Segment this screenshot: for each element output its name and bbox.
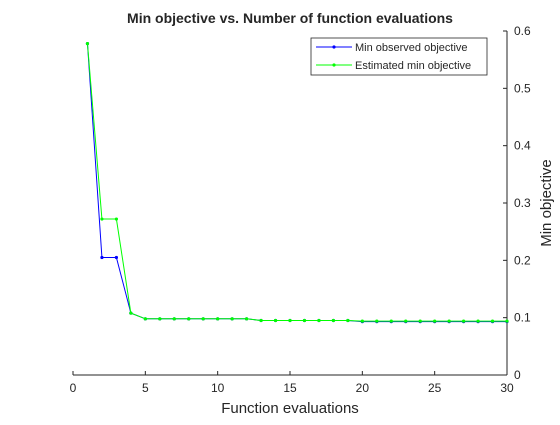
data-point-estimated-min [85,42,90,46]
data-point-estimated-min [187,317,191,321]
data-point-estimated-min [245,317,249,321]
legend-entry-estimated-min: Estimated min objective [316,60,471,72]
legend-label-min-observed: Min observed objective [355,42,468,54]
data-point-estimated-min [273,318,278,323]
x-tick-label: 5 [142,381,149,395]
data-point-estimated-min [230,317,234,321]
data-point-estimated-min [433,319,437,323]
data-point-estimated-min [476,319,480,323]
data-point-min-observed [114,255,118,260]
series-layer [85,42,509,324]
x-tick-label: 25 [428,381,442,395]
data-point-estimated-min [418,319,422,323]
x-tick-label: 20 [356,381,370,395]
legend-entry-min-observed: Min observed objective [316,42,468,54]
y-tick-label: 0.5 [514,81,531,95]
y-tick-label: 0.3 [514,196,531,210]
y-tick-label: 0.6 [514,24,531,38]
legend-box [310,37,488,76]
plot-area [73,31,508,376]
chart-title: Min objective vs. Number of function eva… [127,10,453,26]
data-point-estimated-min [201,317,205,321]
data-point-estimated-min [447,319,451,323]
x-ticks: 0 5 10 15 20 25 30 [70,371,514,395]
data-point-estimated-min [389,319,393,323]
y-ticks: 0 0.1 0.2 0.3 0.4 0.5 0.6 [503,24,531,382]
legend: Min observed objective Estimated min obj… [310,37,488,76]
data-point-estimated-min [114,217,118,221]
data-point-estimated-min [360,319,364,323]
data-point-estimated-min [143,317,147,321]
y-tick-label: 0.4 [514,139,531,153]
data-point-estimated-min [288,318,292,323]
data-point-estimated-min [462,319,466,323]
x-tick-label: 15 [283,381,297,395]
y-axis-label: Min objective [538,159,555,247]
legend-marker-estimated-min [332,63,336,67]
data-point-estimated-min [100,217,104,221]
data-point-estimated-min [331,318,335,323]
data-point-estimated-min [259,318,263,323]
data-point-estimated-min [302,318,307,323]
y-tick-label: 0 [514,368,521,382]
legend-label-estimated-min: Estimated min objective [355,60,471,72]
data-point-estimated-min [375,319,379,323]
data-point-estimated-min [404,319,408,323]
data-point-estimated-min [158,317,162,321]
series-line-estimated-min [86,43,507,322]
data-point-estimated-min [490,319,495,323]
x-tick-label: 10 [211,381,225,395]
y-tick-label: 0.1 [514,311,531,325]
data-point-estimated-min [172,317,176,321]
data-point-estimated-min [216,317,220,321]
x-tick-label: 30 [500,381,514,395]
legend-marker-min-observed [332,45,336,49]
data-point-min-observed [100,255,104,260]
x-axis-label: Function evaluations [221,400,359,417]
data-point-estimated-min [317,318,321,323]
data-point-estimated-min [505,319,509,323]
data-point-estimated-min [346,318,350,323]
axes-box [73,31,507,375]
x-tick-label: 0 [70,381,77,395]
data-point-estimated-min [129,311,133,315]
y-tick-label: 0.2 [514,253,531,267]
